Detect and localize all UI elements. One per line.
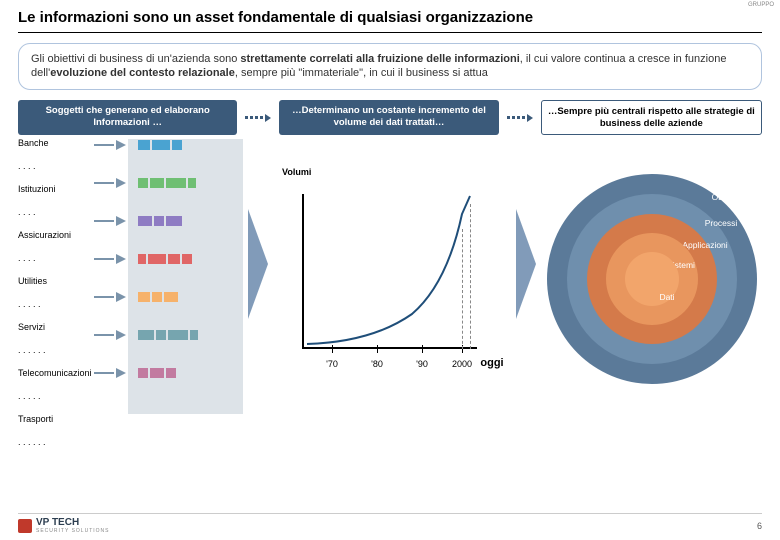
entity-row [94, 215, 182, 227]
flow-arrow-right [516, 209, 536, 319]
intro-b2: evoluzione del contesto relazionale [50, 67, 235, 79]
entity-row [94, 253, 192, 265]
volume-chart: Volumi '70'80'902000oggi [282, 167, 482, 377]
entity-label: . . . . [18, 162, 92, 171]
entity-label: Banche [18, 139, 92, 148]
right-panel: ObiettiviProcessiApplicazioniSistemiDati [542, 139, 762, 419]
entity-label: . . . . [18, 254, 92, 263]
page-title: Le informazioni sono un asset fondamenta… [18, 8, 762, 33]
logo-badge [18, 519, 32, 533]
entity-label: Assicurazioni [18, 231, 92, 240]
col-head-1: Soggetti che generano ed elaborano Infor… [18, 100, 237, 135]
footer: VP TECH SECURITY SOLUTIONS 6 [18, 513, 762, 534]
left-panel: Banche . . . . Istituzioni . . . . Assicuraz… [18, 139, 246, 419]
entity-label: Istituzioni [18, 185, 92, 194]
intro-t1: Gli obiettivi di business di un'azienda … [31, 53, 240, 65]
tick-label: oggi [480, 357, 503, 369]
entity-label: . . . . . [18, 300, 92, 309]
tick-label: '90 [416, 359, 428, 369]
intro-b1: strettamente correlati alla fruizione de… [240, 53, 519, 65]
logo-text: VP TECH [36, 517, 109, 528]
flow-arrow-left [248, 209, 268, 319]
tick-label: '70 [326, 359, 338, 369]
ring-label: Dati [637, 292, 697, 302]
entity-label: . . . . [18, 208, 92, 217]
arrow-dots-2 [505, 100, 535, 135]
arrow-dots-1 [243, 100, 273, 135]
intro-box: Gli obiettivi di business di un'azienda … [18, 43, 762, 91]
center-panel: Volumi '70 '80 '90 2000 oggi [254, 139, 534, 419]
entity-row [94, 367, 176, 379]
main-area: Banche . . . . Istituzioni . . . . Assicuraz… [18, 139, 762, 419]
entity-label: . . . . . [18, 392, 92, 401]
logo: VP TECH SECURITY SOLUTIONS [18, 517, 109, 534]
entity-label: Servizi [18, 323, 92, 332]
column-headers: Soggetti che generano ed elaborano Infor… [18, 100, 762, 135]
intro-t3: , sempre più "immateriale", in cui il bu… [235, 67, 488, 79]
tick-label: '80 [371, 359, 383, 369]
tick-label: 2000 [452, 359, 472, 369]
ring-label: Processi [691, 218, 751, 228]
ring-label: Obiettivi [697, 192, 757, 202]
entity-label: Utilities [18, 277, 92, 286]
col-head-2: …Determinano un costante incremento del … [279, 100, 498, 135]
entity-label: . . . . . . [18, 346, 92, 355]
entity-label: . . . . . . [18, 438, 92, 447]
entity-label: Trasporti [18, 415, 92, 424]
exponential-curve [302, 194, 477, 349]
col-head-3: …Sempre più centrali rispetto alle strat… [541, 100, 762, 135]
entity-row [94, 291, 178, 303]
corner-tag: GRUPPO [748, 2, 774, 8]
entity-labels: Banche . . . . Istituzioni . . . . Assicuraz… [18, 139, 92, 461]
logo-sub: SECURITY SOLUTIONS [36, 528, 109, 534]
chart-ylabel: Volumi [282, 167, 311, 177]
page-number: 6 [757, 521, 762, 531]
entity-label: Telecomunicazioni [18, 369, 92, 378]
entity-row [94, 139, 182, 151]
entity-row [94, 329, 198, 341]
entity-row [94, 177, 196, 189]
